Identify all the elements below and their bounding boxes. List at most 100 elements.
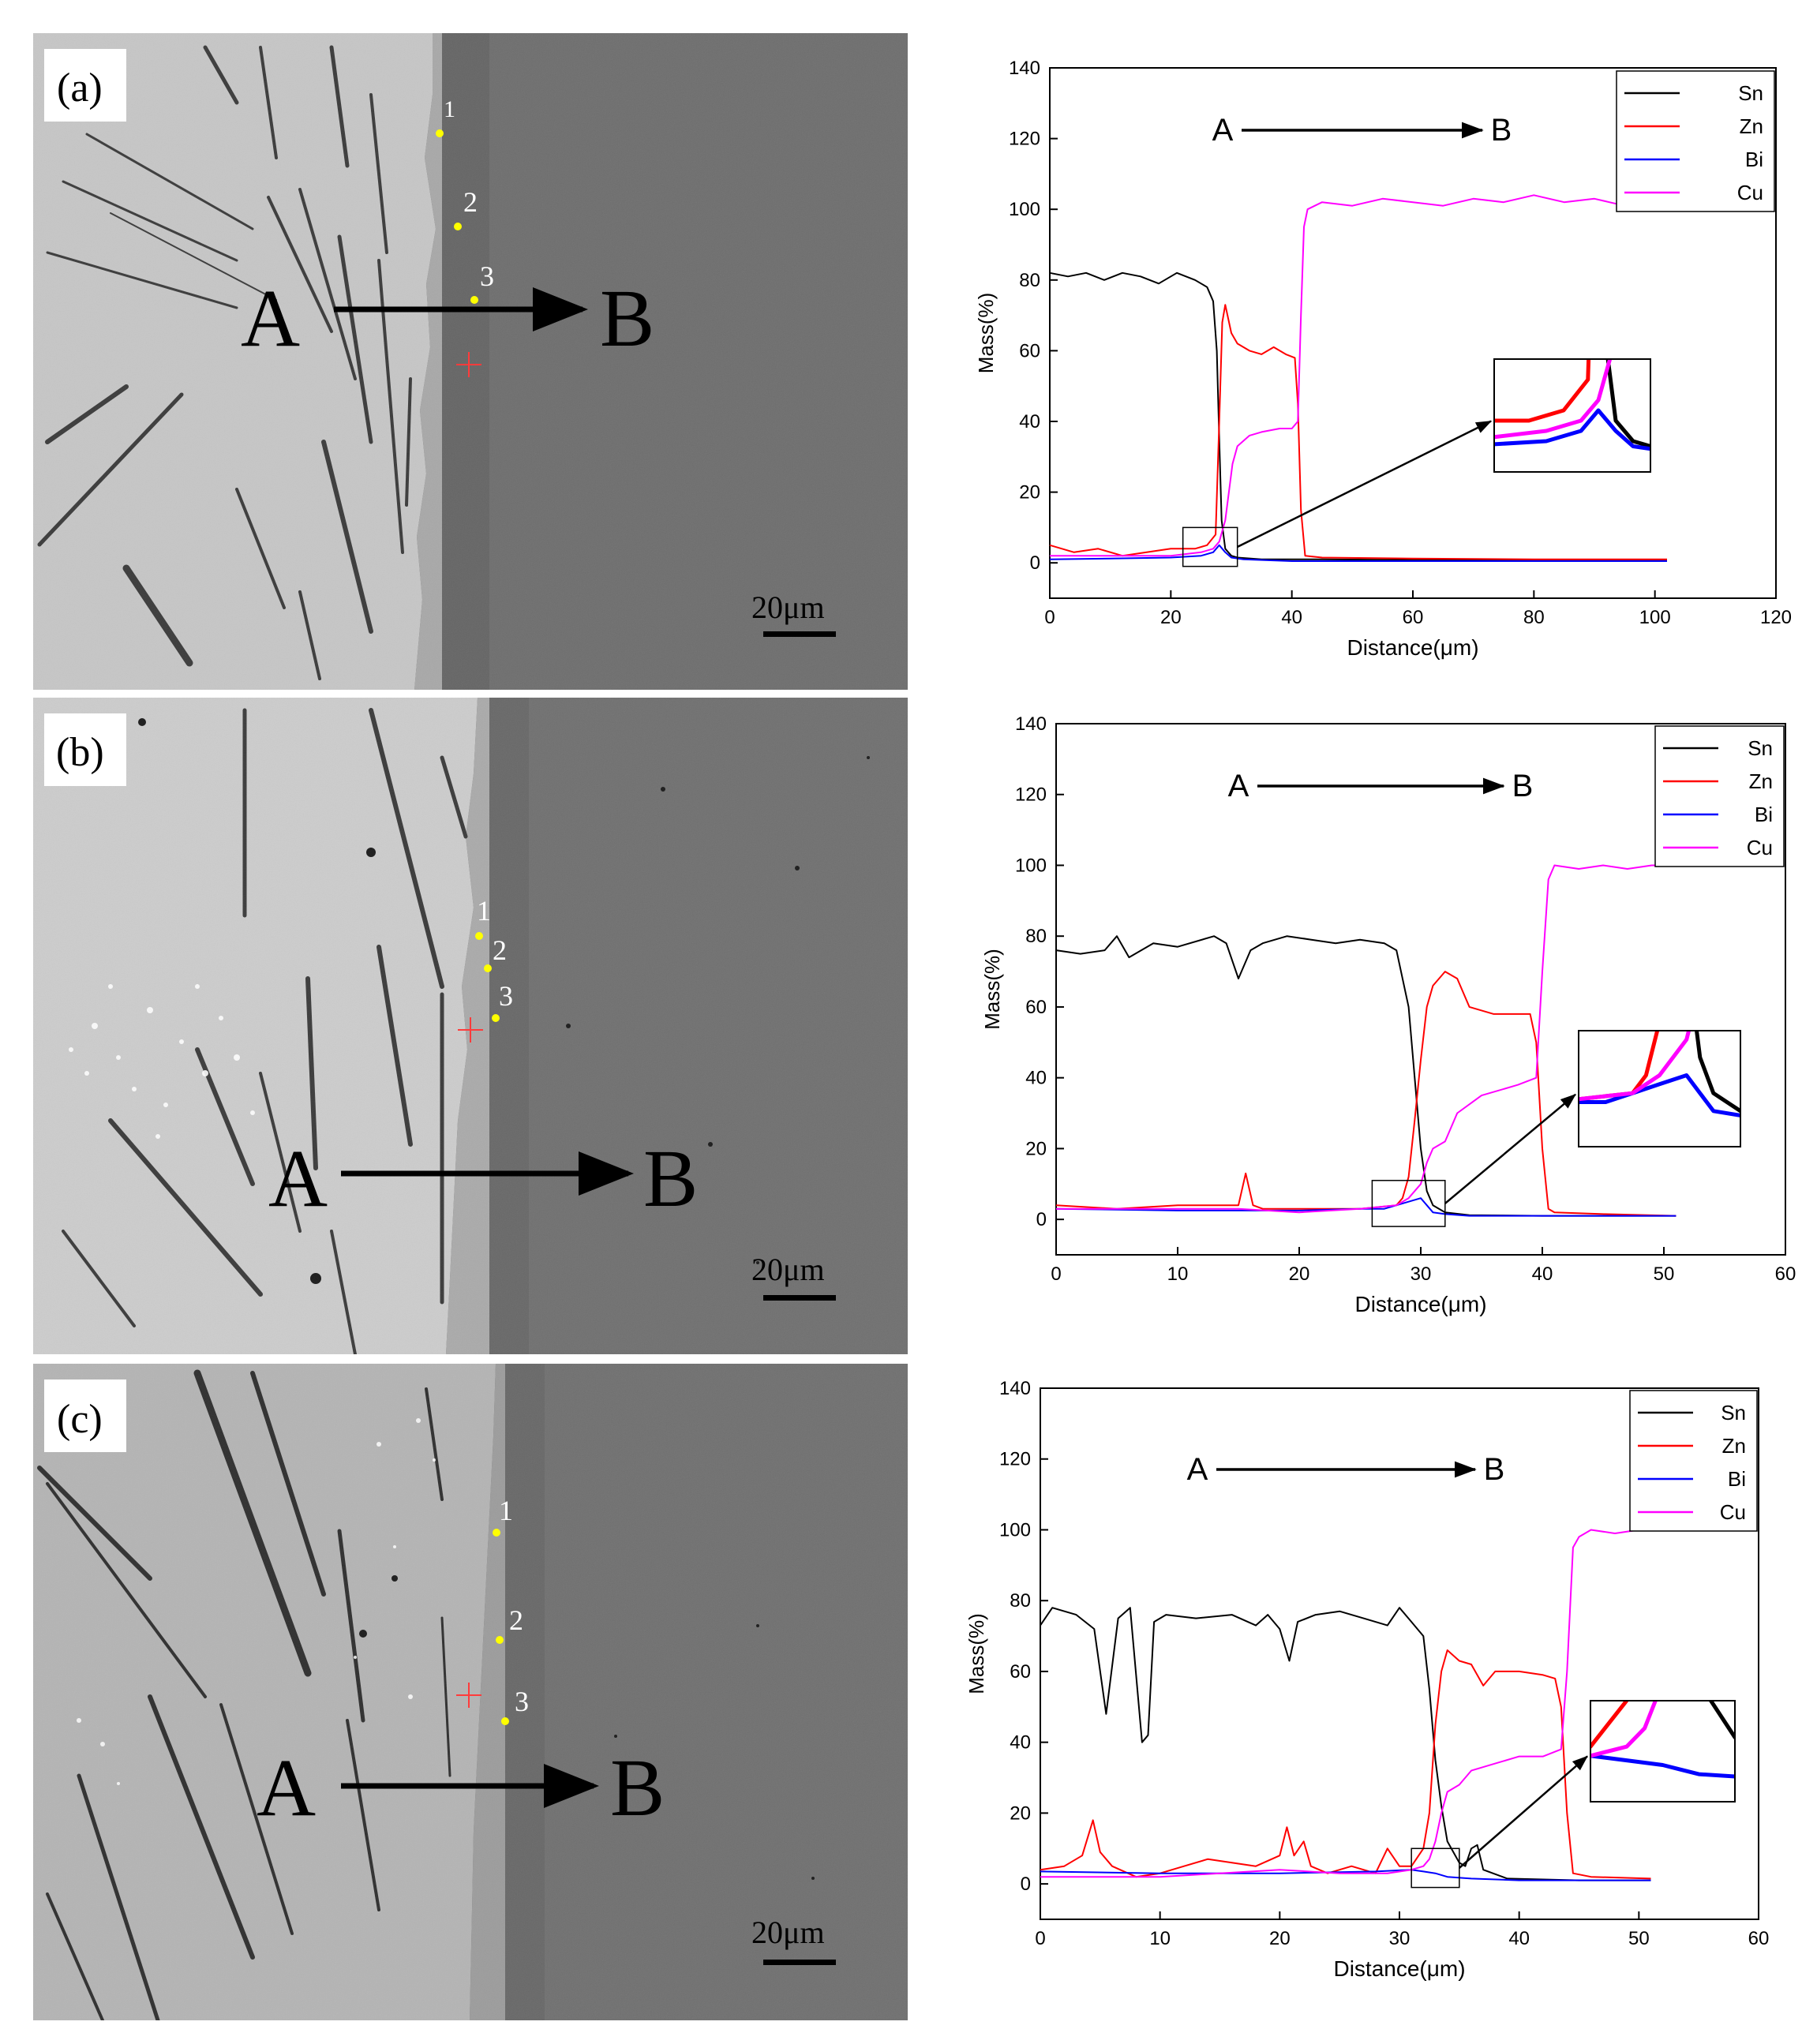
legend-c: Sn Zn Bi Cu <box>1629 1390 1758 1532</box>
point-3-label-c: 3 <box>515 1686 529 1717</box>
series-line-bi-a <box>1049 544 1667 562</box>
annotation-start-b: A <box>1228 769 1249 803</box>
x-tick-label-c: 60 <box>1748 1928 1770 1949</box>
inset-frame-c <box>1590 1700 1736 1803</box>
panel-label-box-c <box>44 1380 126 1452</box>
legend-box-a <box>1616 70 1775 212</box>
series-line-bi-b <box>1055 1197 1677 1217</box>
annotation-end-c: B <box>1484 1452 1505 1487</box>
legend-label-bi-b: Bi <box>1755 803 1773 826</box>
inset-c <box>1590 1701 1735 1802</box>
point-2-dot-a <box>454 223 462 230</box>
end-label-a: B <box>600 273 654 364</box>
inset-bg-b <box>1579 1031 1740 1147</box>
y-tick-label-b: 40 <box>1025 1068 1047 1089</box>
inset-line-cu-a <box>1494 359 1613 440</box>
inset-line-bi-c <box>1590 1754 1735 1779</box>
x-tick-label-b: 50 <box>1654 1263 1675 1285</box>
y-tick-label-c: 120 <box>999 1449 1031 1470</box>
x-tick-label-a: 40 <box>1281 607 1302 628</box>
x-tick-label-c: 40 <box>1508 1928 1530 1949</box>
y-axis-label-b: Mass(%) <box>980 949 1004 1030</box>
y-tick-label-c: 40 <box>1010 1732 1031 1754</box>
inset-frame-b <box>1578 1030 1741 1147</box>
x-tick-label-a: 20 <box>1160 607 1182 628</box>
panel-label-c: (c) <box>57 1397 103 1442</box>
y-tick-label-b: 0 <box>1036 1209 1047 1230</box>
series-line-zn-a <box>1049 304 1667 560</box>
x-tick-label-a: 80 <box>1523 607 1545 628</box>
legend-b: Sn Zn Bi Cu <box>1654 725 1785 867</box>
y-tick-label-c: 60 <box>1010 1661 1031 1683</box>
inset-b <box>1579 1031 1740 1147</box>
inset-a <box>1494 359 1650 472</box>
cross-marker-c <box>456 1683 481 1708</box>
y-tick-label-a: 40 <box>1019 411 1040 432</box>
legend-label-cu-c: Cu <box>1720 1500 1746 1524</box>
point-2-label-b: 2 <box>493 934 507 966</box>
x-tick-label-a: 0 <box>1044 607 1055 628</box>
scale-bar-label-b: 20μm <box>751 1252 825 1287</box>
inset-line-sn-b <box>1695 1031 1740 1114</box>
start-label-b: A <box>268 1133 328 1224</box>
y-tick-label-b: 100 <box>1015 855 1047 876</box>
y-tick-label-a: 20 <box>1019 482 1040 504</box>
zoom-arrow-c <box>1459 1755 1588 1869</box>
point-3-dot-b <box>492 1014 500 1022</box>
legend-box-c <box>1629 1390 1758 1532</box>
legend-label-zn-b: Zn <box>1749 769 1773 793</box>
start-label-c: A <box>257 1743 316 1833</box>
legend-label-bi-c: Bi <box>1728 1467 1746 1491</box>
y-tick-label-c: 20 <box>1010 1803 1031 1824</box>
series-line-sn-c <box>1040 1607 1651 1881</box>
x-tick-label-b: 40 <box>1532 1263 1553 1285</box>
sem-panel-b: 1 2 3 A B 20μm (b) <box>33 698 908 1354</box>
x-tick-label-c: 50 <box>1628 1928 1650 1949</box>
sem-panel-a: 1 2 3 A B 20μm (a) <box>33 33 908 690</box>
point-2-label-a: 2 <box>463 186 478 218</box>
line-scan-chart-c: 0 20 40 60 80 100 120 140 0 10 20 30 40 50 60 Distance(… <box>965 1378 1770 1981</box>
series-line-bi-c <box>1040 1869 1651 1881</box>
scale-bar-b <box>763 1295 836 1301</box>
annotation-end-b: B <box>1512 769 1534 803</box>
point-2-dot-b <box>484 964 492 972</box>
inset-bg-a <box>1494 359 1650 472</box>
point-1-label-a: 1 <box>444 96 455 122</box>
x-tick-label-b: 30 <box>1411 1263 1432 1285</box>
sem-panel-c: 1 2 3 A B 20μm (c) <box>33 1364 908 2020</box>
series-line-cu-c <box>1040 1529 1651 1878</box>
y-tick-label-c: 100 <box>999 1519 1031 1540</box>
series-line-sn-b <box>1055 935 1677 1217</box>
y-tick-label-a: 100 <box>1009 199 1040 220</box>
y-tick-label-c: 140 <box>999 1378 1031 1399</box>
panel-label-box-a <box>44 49 126 122</box>
legend-label-sn-c: Sn <box>1721 1401 1746 1424</box>
point-1-dot-a <box>436 129 444 137</box>
x-axis-label-a: Distance(μm) <box>1347 635 1478 660</box>
scale-bar-a <box>763 631 836 637</box>
zoom-region-box-a <box>1182 526 1238 567</box>
point-2-dot-c <box>496 1636 504 1644</box>
y-tick-label-a: 120 <box>1009 129 1040 150</box>
y-tick-label-c: 80 <box>1010 1590 1031 1612</box>
x-tick-label-c: 10 <box>1149 1928 1171 1949</box>
point-3-dot-c <box>501 1717 509 1725</box>
panel-label-b: (b) <box>56 730 104 775</box>
y-tick-label-b: 20 <box>1025 1138 1047 1159</box>
inset-line-bi-a <box>1494 408 1650 451</box>
y-tick-label-c: 0 <box>1021 1874 1031 1895</box>
point-3-label-a: 3 <box>480 260 494 292</box>
y-tick-label-b: 140 <box>1015 713 1047 735</box>
series-line-zn-c <box>1040 1649 1651 1880</box>
point-2-label-c: 2 <box>509 1604 523 1636</box>
series-line-cu-a <box>1050 194 1667 557</box>
legend-a: Sn Zn Bi Cu <box>1616 70 1775 212</box>
zoom-region-box-b <box>1371 1180 1446 1227</box>
point-1-dot-c <box>493 1529 500 1537</box>
y-tick-label-b: 120 <box>1015 784 1047 806</box>
annotation-end-a: B <box>1491 113 1512 148</box>
legend-label-bi-a: Bi <box>1745 148 1763 171</box>
line-scan-chart-a: 0 20 40 60 80 100 120 140 0 20 40 60 80 100 120 Distanc… <box>974 58 1792 660</box>
legend-label-cu-a: Cu <box>1737 181 1763 204</box>
